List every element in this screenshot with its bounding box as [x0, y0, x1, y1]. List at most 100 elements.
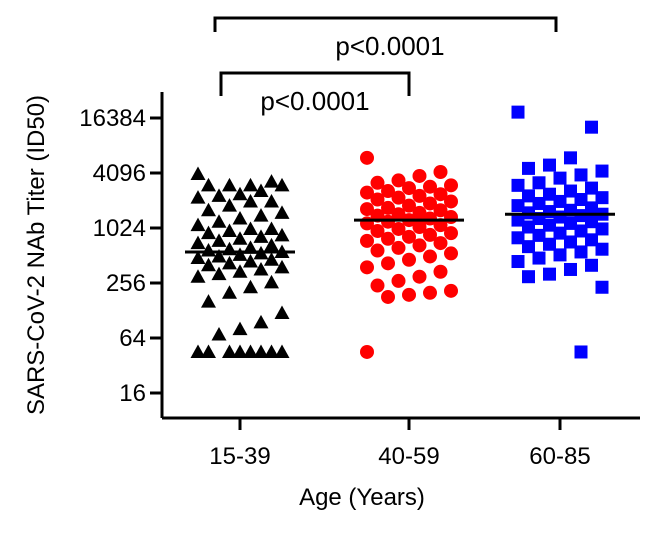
- triangle-point: [243, 279, 258, 294]
- triangle-point: [201, 225, 216, 240]
- triangle-point: [232, 321, 248, 336]
- triangle-point: [253, 183, 269, 198]
- circle-point: [391, 190, 406, 205]
- circle-point: [402, 287, 416, 302]
- triangle-point: [264, 221, 279, 235]
- triangle-point: [264, 193, 279, 208]
- y-tick-label: 1024: [93, 215, 146, 242]
- triangle-point: [190, 269, 206, 283]
- circle-point: [423, 179, 437, 194]
- circle-point: [412, 269, 427, 284]
- circle-point: [444, 226, 458, 241]
- circle-point: [444, 194, 458, 209]
- circle-point: [391, 173, 406, 188]
- square-point: [511, 255, 525, 269]
- triangle-point: [190, 190, 206, 204]
- square-point: [553, 248, 567, 262]
- p-value-label: p<0.0001: [335, 31, 444, 61]
- square-point: [532, 228, 546, 242]
- square-point: [522, 189, 535, 203]
- circle-point: [381, 184, 395, 199]
- triangle-point: [253, 344, 269, 358]
- circle-point: [433, 203, 448, 218]
- circle-point: [370, 278, 385, 293]
- triangle-point: [201, 294, 216, 308]
- circle-point: [381, 231, 395, 246]
- triangle-point: [253, 314, 269, 329]
- square-point: [564, 151, 577, 165]
- square-point: [543, 237, 556, 251]
- square-point: [532, 176, 546, 190]
- circle-point: [444, 178, 458, 193]
- square-point: [532, 251, 546, 265]
- triangle-point: [190, 166, 206, 180]
- circle-point: [423, 285, 437, 300]
- square-point: [564, 235, 577, 249]
- square-point: [543, 218, 556, 232]
- square-point: [543, 158, 556, 172]
- square-point: [511, 199, 525, 213]
- triangle-point: [243, 254, 258, 268]
- circle-point: [391, 207, 406, 222]
- square-point: [585, 215, 598, 229]
- triangle-point: [222, 177, 237, 192]
- triangle-point: [222, 223, 237, 237]
- triangle-point: [274, 205, 290, 219]
- circle-point: [391, 273, 406, 288]
- square-point: [543, 267, 556, 281]
- circle-point: [412, 205, 427, 220]
- triangle-point: [211, 248, 227, 263]
- triangle-point: [190, 217, 206, 232]
- square-point: [574, 224, 588, 238]
- square-point: [522, 220, 535, 234]
- triangle-point: [190, 250, 206, 265]
- square-point: [574, 345, 588, 359]
- square-point: [574, 245, 588, 259]
- triangle-point: [253, 261, 269, 276]
- circle-point: [360, 233, 374, 248]
- triangle-point: [274, 259, 290, 274]
- triangle-point: [222, 344, 237, 358]
- square-point: [522, 270, 535, 284]
- circle-point: [433, 264, 448, 279]
- significance-bracket: [219, 71, 411, 96]
- triangle-point: [274, 227, 290, 242]
- circle-point: [381, 289, 395, 304]
- triangle-point: [264, 174, 279, 188]
- triangle-point: [201, 344, 216, 358]
- circle-point: [412, 188, 427, 203]
- circle-point: [423, 196, 437, 211]
- square-point: [511, 213, 525, 227]
- x-tick-label: 15-39: [209, 443, 270, 470]
- circle-point: [444, 283, 458, 298]
- x-axis-title: Age (Years): [299, 484, 425, 511]
- triangle-point: [243, 344, 258, 358]
- y-tick-label: 4096: [93, 160, 146, 187]
- circle-point: [402, 229, 416, 244]
- square-point: [522, 161, 535, 175]
- circle-point: [412, 220, 427, 235]
- square-point: [574, 193, 588, 207]
- circle-point: [402, 181, 416, 196]
- circle-point: [360, 202, 374, 217]
- circle-point: [423, 227, 437, 242]
- triangle-point: [243, 193, 258, 208]
- triangle-point: [274, 177, 290, 192]
- significance-bracket: [213, 16, 558, 32]
- circle-point: [360, 344, 374, 359]
- circle-point: [402, 252, 416, 267]
- triangle-point: [211, 266, 227, 281]
- circle-point: [370, 175, 385, 190]
- circle-point: [360, 150, 374, 165]
- circle-point: [423, 211, 437, 226]
- square-point: [564, 184, 577, 198]
- circle-point: [381, 214, 395, 229]
- triangle-point: [190, 235, 206, 250]
- square-point: [564, 216, 577, 230]
- p-value-label: p<0.0001: [260, 86, 369, 116]
- square-point: [553, 226, 567, 240]
- square-point: [585, 233, 598, 247]
- circle-point: [381, 256, 395, 271]
- triangle-point: [264, 274, 279, 289]
- triangle-point: [264, 252, 279, 266]
